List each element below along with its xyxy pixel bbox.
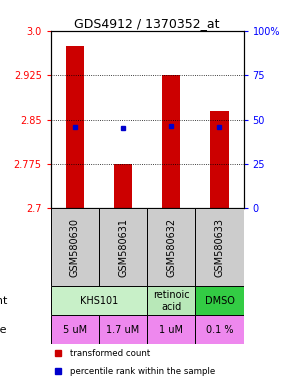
Text: 1 uM: 1 uM bbox=[159, 324, 183, 334]
Bar bbox=[147, 286, 195, 315]
Bar bbox=[162, 75, 180, 209]
Text: retinoic
acid: retinoic acid bbox=[153, 290, 190, 311]
Title: GDS4912 / 1370352_at: GDS4912 / 1370352_at bbox=[75, 17, 220, 30]
Text: DMSO: DMSO bbox=[204, 296, 234, 306]
Text: KHS101: KHS101 bbox=[80, 296, 118, 306]
Bar bbox=[147, 315, 195, 344]
Text: GSM580631: GSM580631 bbox=[118, 218, 128, 277]
Bar bbox=[51, 315, 99, 344]
Text: agent: agent bbox=[0, 296, 7, 306]
Bar bbox=[195, 315, 244, 344]
Bar bbox=[66, 46, 84, 209]
Text: 1.7 uM: 1.7 uM bbox=[106, 324, 140, 334]
Bar bbox=[99, 315, 147, 344]
Bar bbox=[51, 286, 147, 315]
Text: dose: dose bbox=[0, 324, 7, 334]
Text: GSM580632: GSM580632 bbox=[166, 218, 176, 277]
Text: GSM580630: GSM580630 bbox=[70, 218, 80, 277]
Bar bbox=[147, 209, 195, 286]
Text: GSM580633: GSM580633 bbox=[215, 218, 224, 277]
Bar bbox=[210, 111, 229, 209]
Bar bbox=[51, 209, 99, 286]
Text: percentile rank within the sample: percentile rank within the sample bbox=[70, 367, 215, 376]
Bar bbox=[99, 209, 147, 286]
Bar bbox=[195, 286, 244, 315]
Bar bbox=[114, 164, 132, 209]
Text: 0.1 %: 0.1 % bbox=[206, 324, 233, 334]
Text: 5 uM: 5 uM bbox=[63, 324, 87, 334]
Text: transformed count: transformed count bbox=[70, 349, 150, 358]
Bar bbox=[195, 209, 244, 286]
